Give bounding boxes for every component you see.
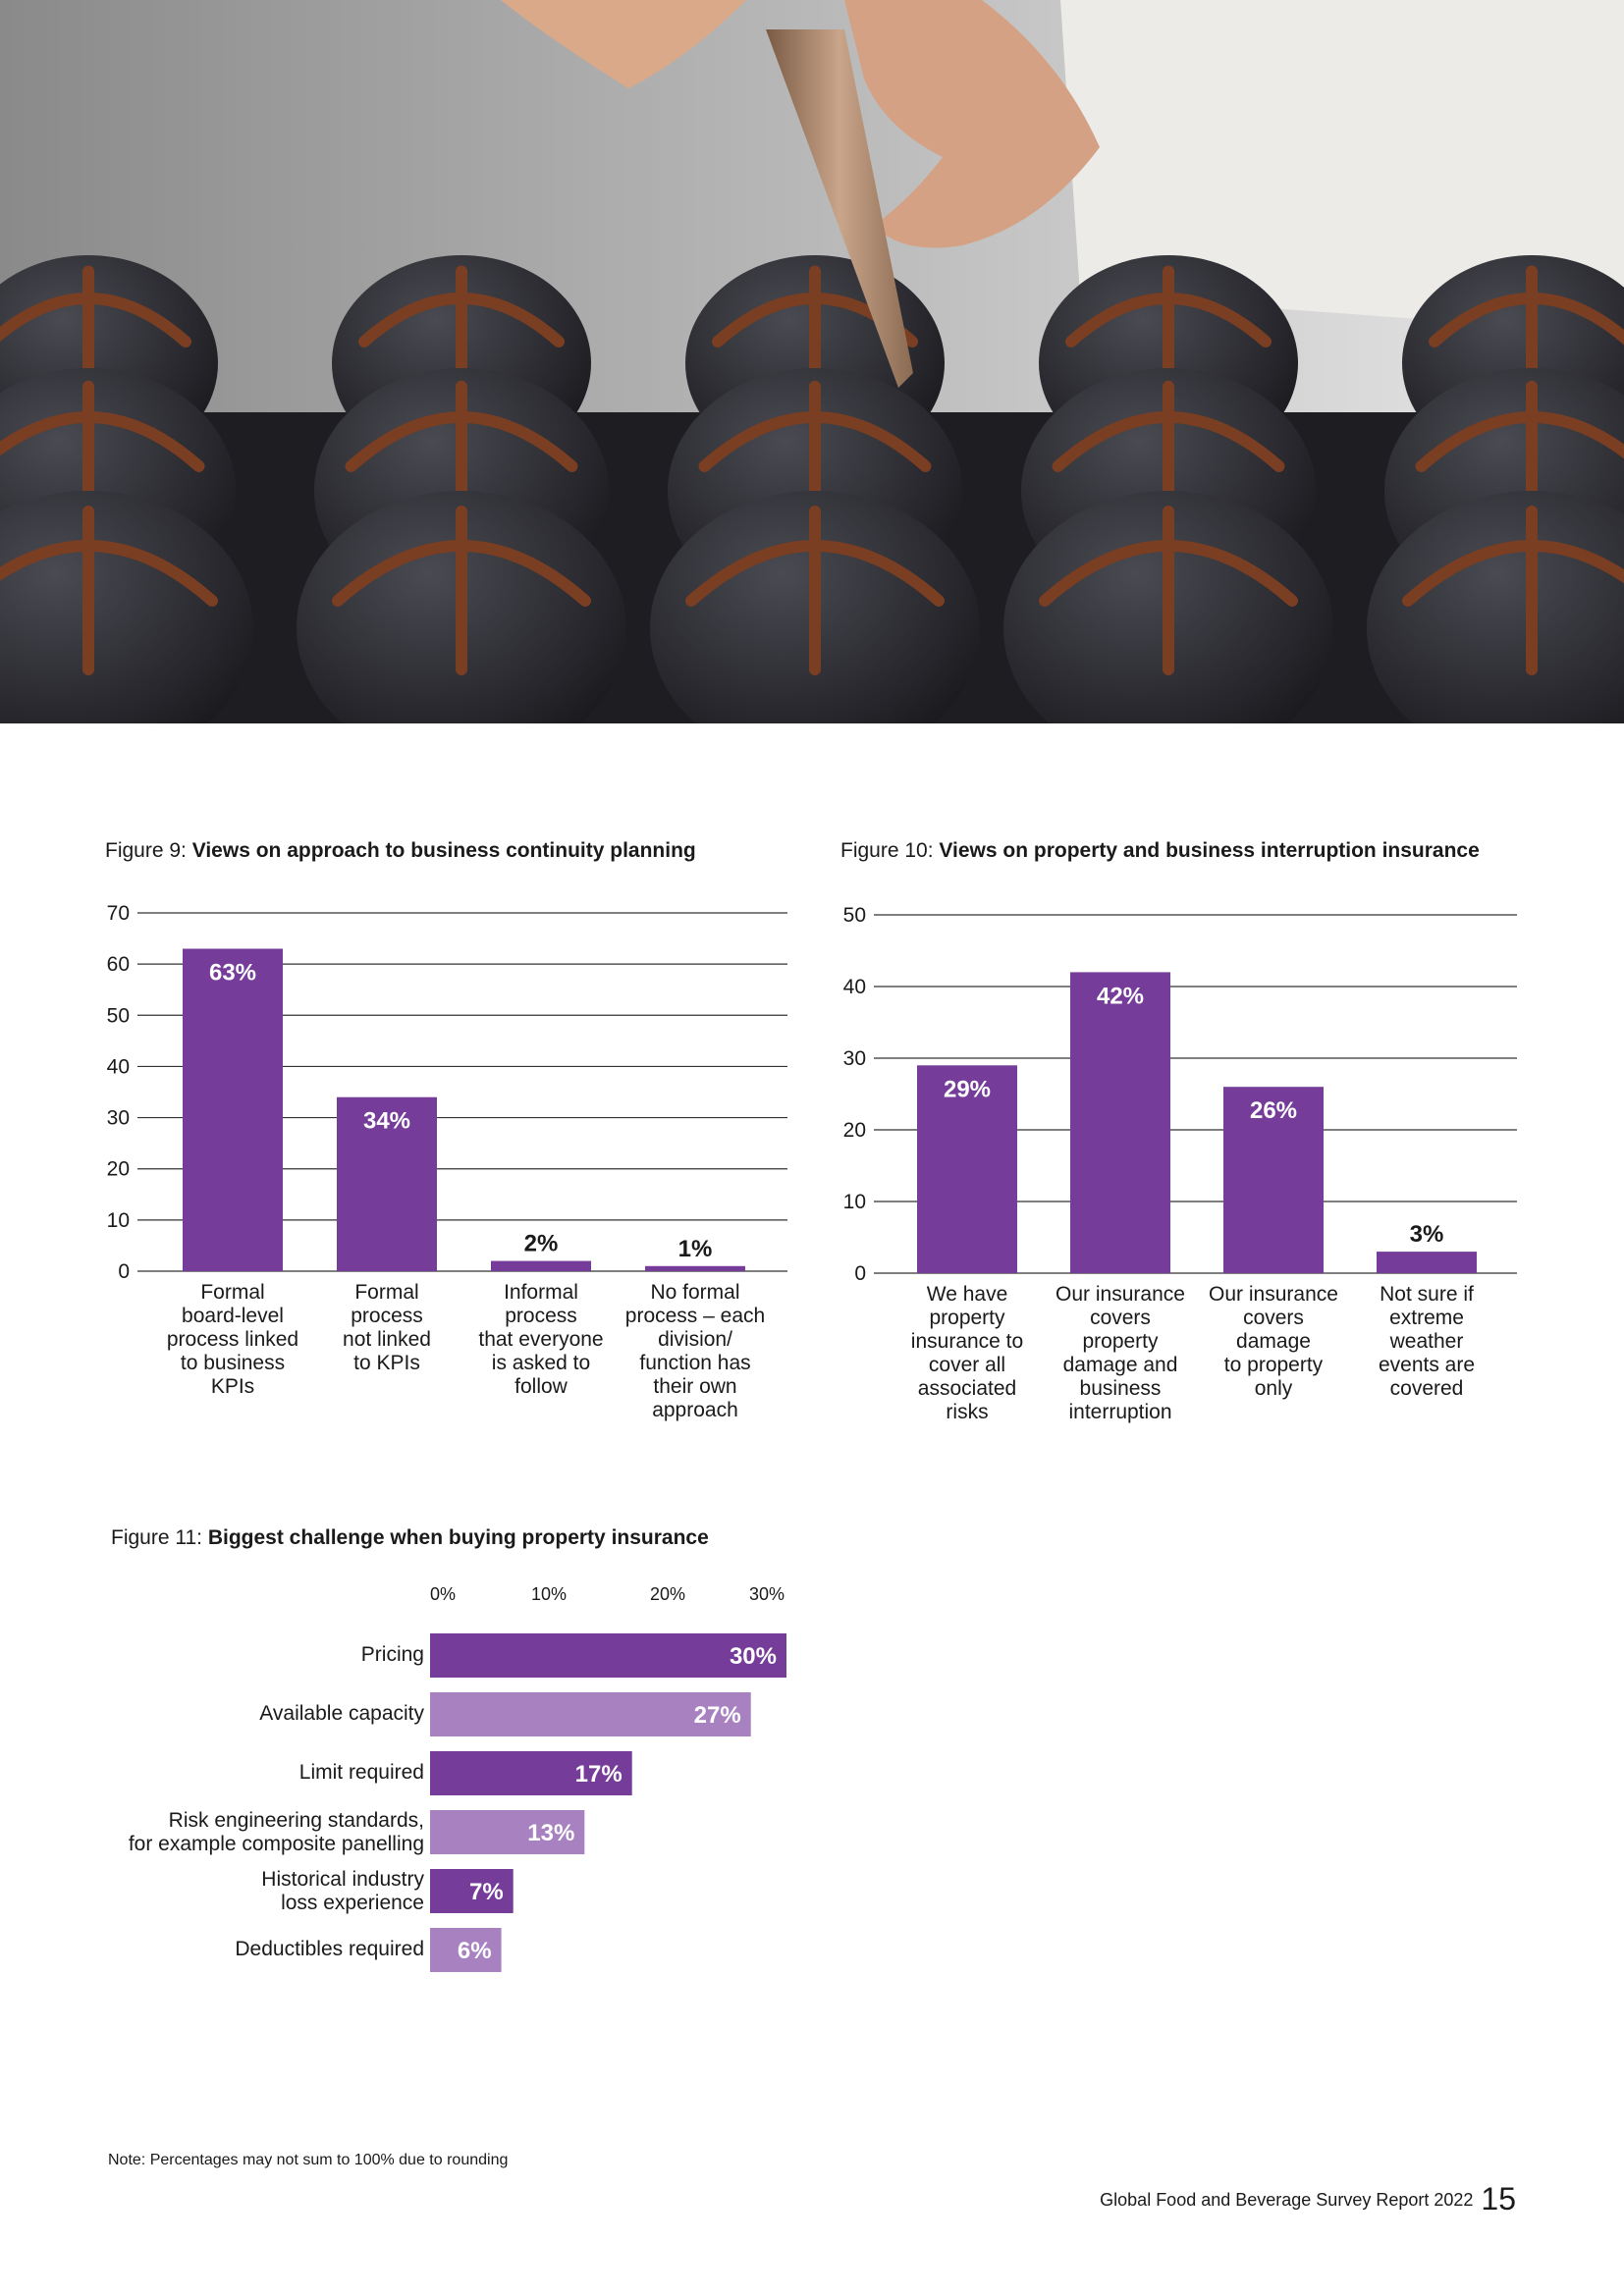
category-label: Pricing — [360, 1643, 424, 1666]
category-label: Informal process that everyone is asked … — [478, 1281, 604, 1398]
bar — [430, 1869, 514, 1913]
y-tick-label: 10 — [843, 1191, 866, 1213]
y-tick-label: 30 — [843, 1047, 866, 1070]
data-label: 29% — [944, 1076, 991, 1102]
x-tick-label: 0% — [430, 1584, 456, 1604]
y-tick-label: 20 — [107, 1158, 130, 1181]
y-tick-label: 0 — [854, 1262, 866, 1285]
bar — [183, 948, 283, 1271]
category-label: Historical industry loss experience — [261, 1868, 424, 1914]
figure-11-title: Figure 11: Biggest challenge when buying… — [111, 1526, 709, 1549]
figure-10-title: Figure 10: Views on property and busines… — [840, 839, 1480, 862]
y-tick-label: 40 — [843, 976, 866, 998]
category-label: Formal board-level process linked to bus… — [166, 1281, 299, 1398]
bar — [491, 1260, 591, 1271]
category-label: Formal process not linked to KPIs — [343, 1281, 431, 1374]
x-tick-label: 10% — [531, 1584, 567, 1604]
y-tick-label: 60 — [107, 953, 130, 976]
data-label: 34% — [363, 1108, 410, 1135]
category-label: Not sure if extreme weather events are c… — [1378, 1283, 1476, 1400]
category-label: Deductibles required — [235, 1938, 424, 1960]
y-tick-label: 40 — [107, 1055, 130, 1078]
bar — [430, 1751, 632, 1795]
category-label: Our insurance covers property damage and… — [1056, 1283, 1185, 1423]
page-number: 15 — [1481, 2181, 1516, 2216]
bar — [430, 1633, 786, 1678]
bar — [430, 1810, 585, 1854]
data-label: 3% — [1410, 1221, 1444, 1248]
data-label: 2% — [524, 1231, 559, 1257]
bar — [1223, 1087, 1324, 1273]
chocolate-piping-photo — [0, 0, 1624, 723]
x-tick-label: 30% — [749, 1584, 785, 1604]
bar — [1377, 1252, 1477, 1273]
category-label: No formal process – each division/ funct… — [624, 1281, 766, 1421]
bar — [337, 1096, 437, 1271]
y-tick-label: 30 — [107, 1107, 130, 1130]
bar — [1070, 972, 1170, 1273]
page-footer: Global Food and Beverage Survey Report 2… — [1100, 2181, 1516, 2217]
y-tick-label: 50 — [843, 904, 866, 927]
data-label: 42% — [1097, 983, 1144, 1009]
figure-11-horizontal-bar-chart: 0% 10% 20% 30% 30% 27% 17% 13% 7% 6% — [430, 1584, 786, 1972]
x-tick-label: 20% — [650, 1584, 685, 1604]
category-label: Our insurance covers damage to property … — [1209, 1283, 1338, 1400]
data-label: 26% — [1250, 1097, 1297, 1124]
data-label: 7% — [469, 1879, 504, 1905]
figure-10-bar-chart: 0 10 20 30 40 50 29% 42% 26% 3% — [843, 904, 1517, 1285]
figure-9-bar-chart: 0 10 20 30 40 50 60 70 63% 34% 2% 1% — [107, 902, 787, 1283]
data-label: 6% — [458, 1938, 492, 1964]
data-label: 63% — [209, 960, 256, 987]
category-label: Risk engineering standards, for example … — [128, 1809, 424, 1855]
y-tick-label: 70 — [107, 902, 130, 925]
bar — [917, 1065, 1017, 1273]
bar — [430, 1692, 751, 1736]
y-tick-label: 0 — [118, 1260, 130, 1283]
figure-9-title: Figure 9: Views on approach to business … — [105, 839, 696, 862]
report-title: Global Food and Beverage Survey Report 2… — [1100, 2190, 1474, 2210]
data-label: 17% — [575, 1761, 623, 1788]
category-label: We have property insurance to cover all … — [910, 1283, 1024, 1423]
category-label: Limit required — [298, 1761, 424, 1784]
y-tick-label: 20 — [843, 1119, 866, 1142]
bar — [430, 1928, 502, 1972]
data-label: 27% — [694, 1702, 741, 1729]
footnote: Note: Percentages may not sum to 100% du… — [108, 2152, 509, 2168]
data-label: 13% — [527, 1820, 574, 1846]
category-label: Available capacity — [259, 1702, 424, 1725]
bar — [645, 1265, 745, 1271]
y-tick-label: 10 — [107, 1209, 130, 1232]
data-label: 30% — [730, 1643, 777, 1670]
y-tick-label: 50 — [107, 1004, 130, 1027]
data-label: 1% — [678, 1236, 713, 1262]
